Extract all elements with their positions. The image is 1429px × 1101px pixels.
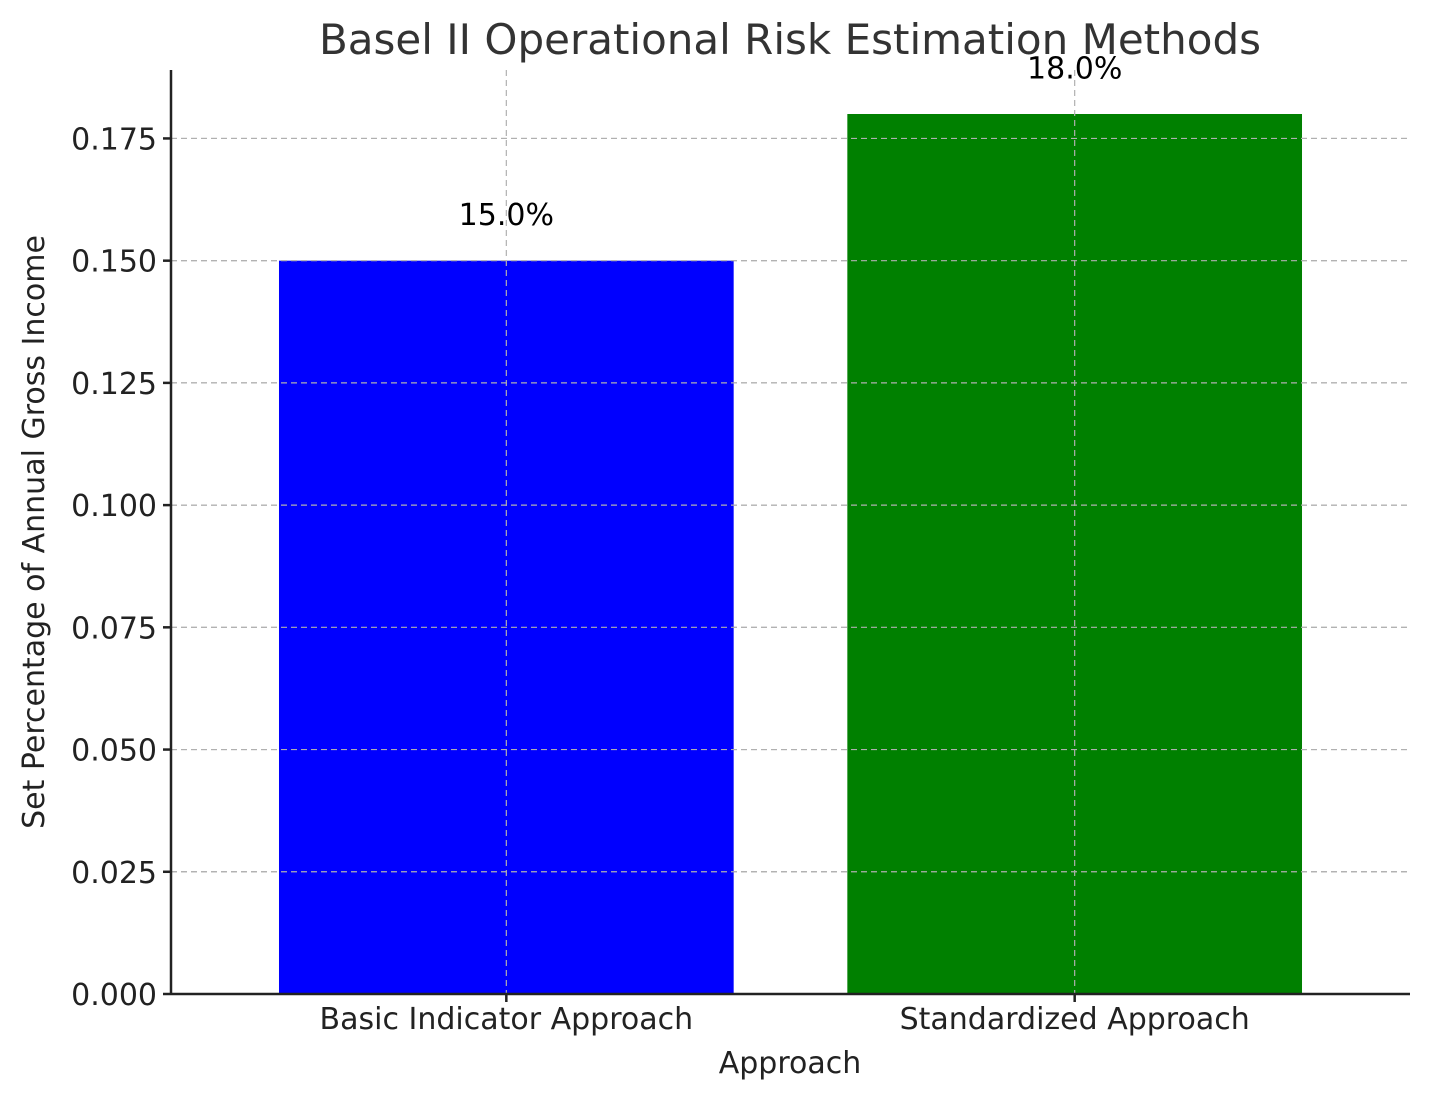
y-tick-label: 0.025 [71, 856, 157, 891]
y-tick-label: 0.075 [71, 611, 157, 646]
x-tick-label: Basic Indicator Approach [320, 1002, 694, 1037]
y-tick-label: 0.175 [71, 122, 157, 157]
bar-value-label: 15.0% [459, 198, 554, 233]
chart-title: Basel II Operational Risk Estimation Met… [319, 15, 1261, 64]
y-tick-label: 0.100 [71, 489, 157, 524]
x-axis-label: Approach [719, 1046, 862, 1081]
bar-value-label: 18.0% [1027, 52, 1122, 87]
label-layer: Basel II Operational Risk Estimation Met… [17, 15, 1261, 1081]
bar-layer [278, 114, 1303, 995]
y-tick-label: 0.150 [71, 245, 157, 280]
y-tick-label: 0.125 [71, 367, 157, 402]
y-tick-label: 0.050 [71, 734, 157, 769]
y-tick-label: 0.000 [71, 978, 157, 1013]
x-tick-label: Standardized Approach [900, 1002, 1250, 1037]
y-axis-label: Set Percentage of Annual Gross Income [17, 235, 52, 829]
axis-layer: 0.000 0.025 0.050 0.075 0.100 0.125 0.150 0.175… [71, 52, 1410, 1037]
